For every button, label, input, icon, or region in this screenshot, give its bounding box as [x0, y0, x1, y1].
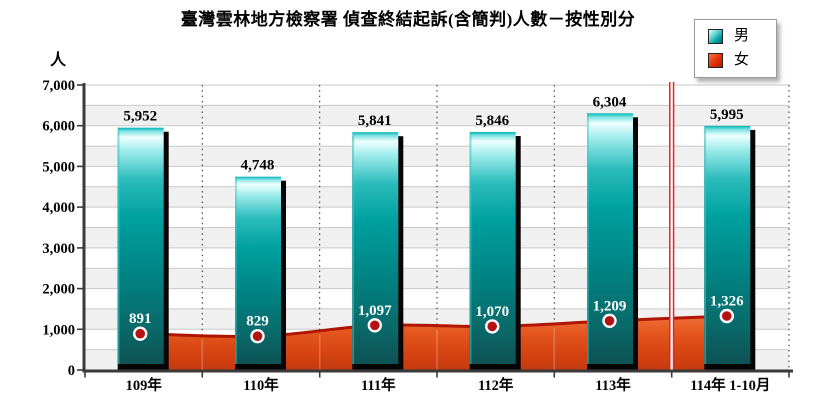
female-marker	[367, 318, 382, 333]
female-marker	[602, 313, 617, 328]
male-value-label: 5,995	[710, 107, 744, 123]
female-marker	[719, 308, 734, 324]
male-value-label: 5,841	[358, 113, 392, 129]
legend-item-female: 女	[708, 53, 770, 68]
male-bar-left-highlight	[352, 134, 355, 364]
female-value-label: 829	[246, 314, 269, 330]
male-value-label: 4,748	[241, 158, 275, 174]
male-bar-left-highlight	[117, 129, 120, 364]
female-value-label: 891	[129, 311, 152, 327]
y-tick-label: 3,000	[42, 241, 75, 257]
legend-label-male: 男	[734, 28, 750, 44]
female-area	[143, 316, 731, 370]
male-bar-left-highlight	[587, 115, 589, 364]
female-value-label: 1,326	[710, 294, 744, 310]
x-tick-label: 110年	[243, 376, 279, 394]
male-value-label: 6,304	[593, 94, 627, 110]
legend: 男 女	[694, 19, 777, 78]
female-series-swatch-icon	[708, 53, 723, 68]
male-bar	[704, 125, 751, 365]
y-tick-label: 6,000	[42, 119, 75, 135]
y-tick-label: 0	[68, 363, 75, 379]
male-bar	[117, 127, 164, 364]
y-tick-label: 4,000	[42, 200, 75, 216]
x-tick-label: 112年	[478, 376, 514, 394]
x-tick-label: 111年	[361, 376, 396, 394]
y-tick-label: 1,000	[42, 322, 75, 338]
y-axis-unit-label: 人	[50, 52, 67, 69]
male-bar-left-highlight	[469, 134, 472, 364]
x-tick-label: 113年	[595, 376, 631, 394]
female-marker	[132, 326, 148, 341]
male-bar-left-highlight	[235, 178, 237, 364]
y-tick-label: 7,000	[42, 78, 75, 94]
male-value-label: 5,846	[475, 113, 509, 129]
male-value-label: 5,952	[123, 109, 157, 125]
chart-title: 臺灣雲林地方檢察署 偵查終結起訴(含簡判)人數－按性別分	[180, 10, 636, 29]
legend-item-male: 男	[708, 29, 770, 44]
female-value-label: 1,097	[358, 303, 392, 319]
male-bar-left-highlight	[704, 127, 707, 365]
y-tick-label: 2,000	[42, 282, 75, 298]
female-value-label: 1,070	[475, 304, 509, 320]
legend-label-female: 女	[734, 52, 750, 68]
x-tick-label: 114年 1-10月	[690, 376, 770, 394]
y-tick-label: 5,000	[42, 159, 75, 175]
x-tick-label: 109年	[126, 376, 163, 394]
male-series-swatch-icon	[708, 29, 723, 44]
female-value-label: 1,209	[593, 298, 627, 314]
female-marker	[250, 329, 265, 344]
female-marker	[485, 319, 500, 334]
